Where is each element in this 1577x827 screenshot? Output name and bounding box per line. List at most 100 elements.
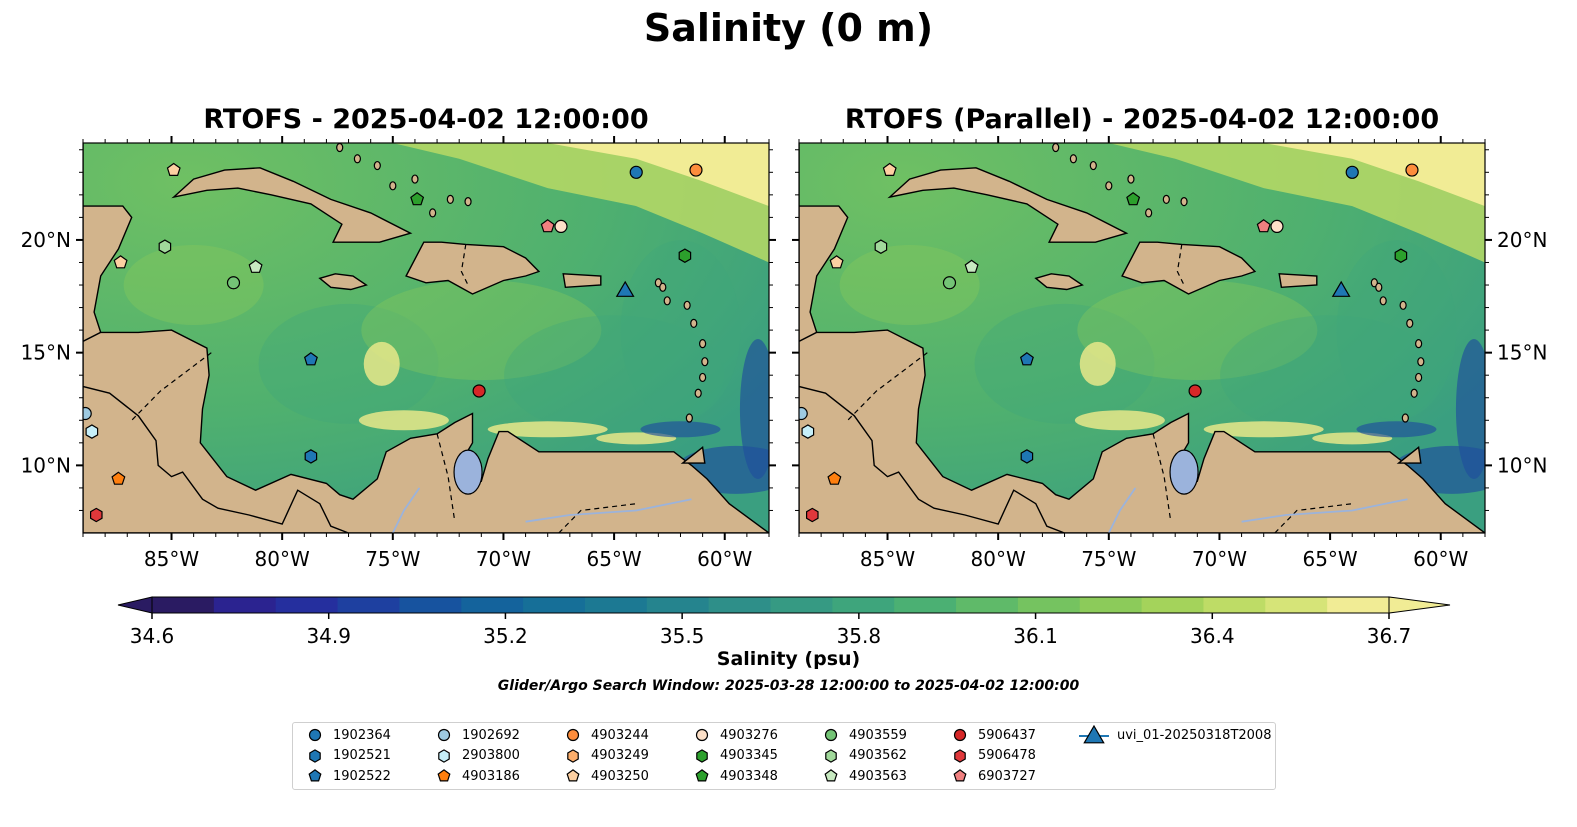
island — [1180, 197, 1188, 207]
river — [391, 487, 421, 533]
legend-label: uvi_01-20250318T2008 — [1117, 727, 1272, 743]
island — [690, 318, 698, 328]
obs-marker-4903250 — [882, 162, 897, 176]
island — [389, 181, 397, 191]
obs-marker-2903800 — [85, 424, 99, 439]
salinity-eddy — [1220, 315, 1441, 436]
land-jamaica — [318, 273, 368, 291]
hexagon-marker-icon — [309, 748, 321, 763]
colorbar-frame — [151, 596, 1390, 614]
pentagon-marker-icon — [566, 769, 580, 782]
obs-marker-5906478 — [805, 507, 819, 523]
island — [1410, 388, 1418, 398]
high-salinity-area — [547, 143, 769, 207]
legend-item: 5906478 — [950, 746, 1036, 766]
river — [1107, 487, 1137, 533]
obs-marker-4903250 — [113, 255, 128, 269]
low-salinity-plume — [640, 421, 721, 438]
salinity-eddy — [974, 303, 1155, 424]
panel-title-rtofs: RTOFS - 2025-04-02 12:00:00 — [203, 104, 649, 135]
land-trinidad — [680, 445, 706, 464]
island — [336, 143, 344, 153]
colorbar-segment — [399, 597, 462, 613]
island — [353, 154, 361, 164]
salinity-front — [363, 341, 400, 386]
legend-marker — [566, 728, 580, 742]
obs-marker-4903559 — [942, 276, 957, 290]
legend-marker — [309, 748, 321, 763]
obs-marker-4903348 — [1126, 192, 1141, 206]
legend-label: 4903563 — [849, 768, 907, 784]
island — [446, 194, 454, 204]
obs-marker-4903562 — [158, 239, 172, 254]
y-tick-label: 20°N — [1497, 228, 1547, 252]
colorbar-segment — [584, 597, 648, 613]
obs-marker-2903800 — [801, 424, 815, 439]
legend-marker — [695, 769, 709, 782]
legend-marker — [308, 769, 322, 782]
circle-marker-icon — [308, 728, 322, 742]
hexagon-marker-icon — [825, 748, 837, 763]
x-tick-label: 75°W — [365, 547, 420, 571]
obs-marker-4903244 — [1405, 163, 1419, 177]
y-tick-label: 20°N — [21, 228, 71, 252]
island — [685, 413, 693, 423]
x-tick-label: 60°W — [1413, 547, 1468, 571]
salinity-eddy — [361, 280, 602, 381]
map-panel-1 — [83, 143, 769, 533]
island — [429, 208, 437, 218]
salinity-front — [487, 421, 608, 438]
y-tick-label: 15°N — [21, 341, 71, 365]
obs-marker-4903244 — [689, 163, 703, 177]
x-tick-label: 60°W — [697, 547, 752, 571]
circle-marker-icon — [437, 728, 451, 742]
island — [663, 296, 671, 306]
obs-marker-1902364 — [629, 165, 643, 179]
colorbar-segment — [832, 597, 895, 613]
legend-label: 5906478 — [978, 748, 1036, 763]
legend-item: 1902522 — [305, 766, 391, 786]
legend-marker — [1083, 725, 1105, 744]
island — [1089, 160, 1097, 171]
legend-item: 1902692 — [434, 725, 520, 745]
salinity-eddy — [123, 245, 264, 326]
legend-marker — [954, 748, 966, 763]
legend-item: 4903562 — [821, 746, 907, 766]
legend-label: 4903186 — [462, 768, 520, 784]
salinity-eddy — [1336, 240, 1457, 421]
obs-marker-uvi_01-20250318T2008 — [1331, 280, 1351, 297]
colorbar-tick-label: 35.5 — [660, 624, 705, 648]
obs-marker-1902692 — [83, 406, 92, 421]
colorbar-segment — [1203, 597, 1266, 613]
hexagon-marker-icon — [954, 748, 966, 763]
island — [659, 282, 667, 292]
colorbar-segment — [152, 597, 215, 613]
legend-item: 2903800 — [434, 746, 520, 766]
x-tick-label: 80°W — [255, 547, 310, 571]
y-tick-label: 10°N — [1497, 453, 1547, 477]
figure-title: Salinity (0 m) — [643, 6, 934, 50]
land-central — [83, 329, 769, 533]
river — [525, 498, 692, 523]
salinity-front — [358, 410, 449, 431]
obs-marker-4903276 — [554, 219, 568, 234]
legend-label: 4903559 — [849, 727, 907, 743]
legend-item: 4903563 — [821, 766, 907, 786]
island — [1127, 174, 1135, 184]
island — [373, 160, 381, 171]
legend: 1902364 1902521 1902522 1902692 2903800 49031… — [292, 722, 1276, 790]
legend-label: 1902521 — [333, 748, 391, 763]
legend-item: 4903250 — [563, 766, 649, 786]
island — [694, 388, 702, 398]
legend-item: 4903559 — [821, 725, 907, 745]
legend-label: 4903345 — [720, 748, 778, 763]
island — [1417, 357, 1425, 367]
colorbar: 34.6 34.9 35.2 35.5 35.8 36.1 36.4 36.7 — [117, 596, 1451, 648]
colorbar-extend-low — [117, 596, 153, 614]
country-border — [558, 503, 637, 533]
land-cuba — [171, 167, 413, 243]
obs-marker-4903250 — [829, 255, 844, 269]
pentagon-marker-icon — [308, 769, 322, 782]
obs-marker-1902522 — [1020, 352, 1034, 366]
